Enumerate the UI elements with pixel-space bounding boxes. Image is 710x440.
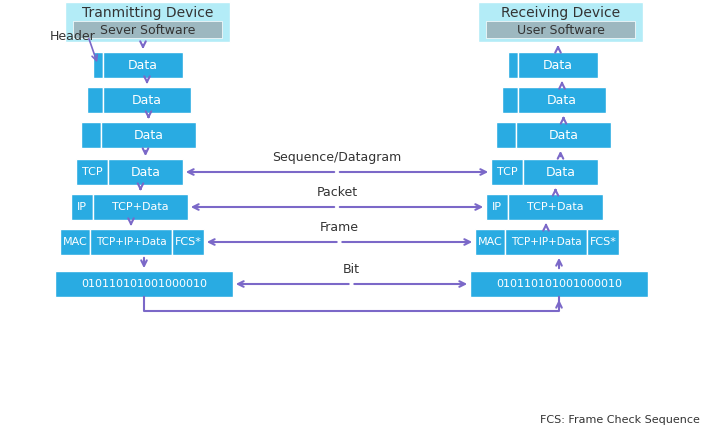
Text: Sequence/Datagram: Sequence/Datagram [273,151,402,164]
Bar [101,122,196,148]
Bar [81,122,101,148]
Bar [103,52,183,78]
Bar [508,194,603,220]
Text: Data: Data [132,94,162,106]
Text: TCP+IP+Data: TCP+IP+Data [510,237,581,247]
Bar [478,2,643,42]
Bar [505,229,587,255]
Text: IP: IP [77,202,87,212]
Bar [73,21,222,38]
Text: 010110101001000010: 010110101001000010 [81,279,207,289]
Text: Receiving Device: Receiving Device [501,6,620,20]
Text: FCS: Frame Check Sequence: FCS: Frame Check Sequence [540,415,700,425]
Text: TCP: TCP [82,167,102,177]
Bar [55,271,233,297]
Text: IP: IP [492,202,502,212]
Bar [172,229,204,255]
Bar [518,52,598,78]
Bar [486,194,508,220]
Bar [491,159,523,185]
Bar [76,159,108,185]
Bar [103,87,191,113]
Text: TCP: TCP [497,167,518,177]
Bar [486,21,635,38]
Text: User Software: User Software [517,23,604,37]
Bar [518,87,606,113]
Bar [516,122,611,148]
Text: MAC: MAC [62,237,87,247]
Text: FCS*: FCS* [175,237,202,247]
Bar [587,229,619,255]
Text: Data: Data [131,165,160,179]
Bar [71,194,93,220]
Text: Header: Header [50,29,96,43]
Text: Data: Data [547,94,577,106]
Bar [108,159,183,185]
Bar [502,87,518,113]
Bar [475,229,505,255]
Bar [93,194,188,220]
Text: TCP+Data: TCP+Data [112,202,169,212]
Bar [93,52,103,78]
Bar [90,229,172,255]
Text: TCP+IP+Data: TCP+IP+Data [96,237,166,247]
Text: Sever Software: Sever Software [100,23,195,37]
Bar [496,122,516,148]
Bar [523,159,598,185]
Text: Data: Data [549,128,579,142]
Text: FCS*: FCS* [589,237,616,247]
Text: Data: Data [545,165,576,179]
Text: Data: Data [128,59,158,72]
Bar [508,52,518,78]
Bar [470,271,648,297]
Text: 010110101001000010: 010110101001000010 [496,279,622,289]
Text: MAC: MAC [478,237,503,247]
Text: Packet: Packet [317,186,358,199]
Text: Data: Data [133,128,163,142]
Bar [60,229,90,255]
Text: TCP+Data: TCP+Data [528,202,584,212]
Text: Tranmitting Device: Tranmitting Device [82,6,213,20]
Bar [87,87,103,113]
Text: Bit: Bit [343,263,360,276]
Text: Data: Data [543,59,573,72]
Text: Frame: Frame [320,221,359,234]
Bar [65,2,230,42]
